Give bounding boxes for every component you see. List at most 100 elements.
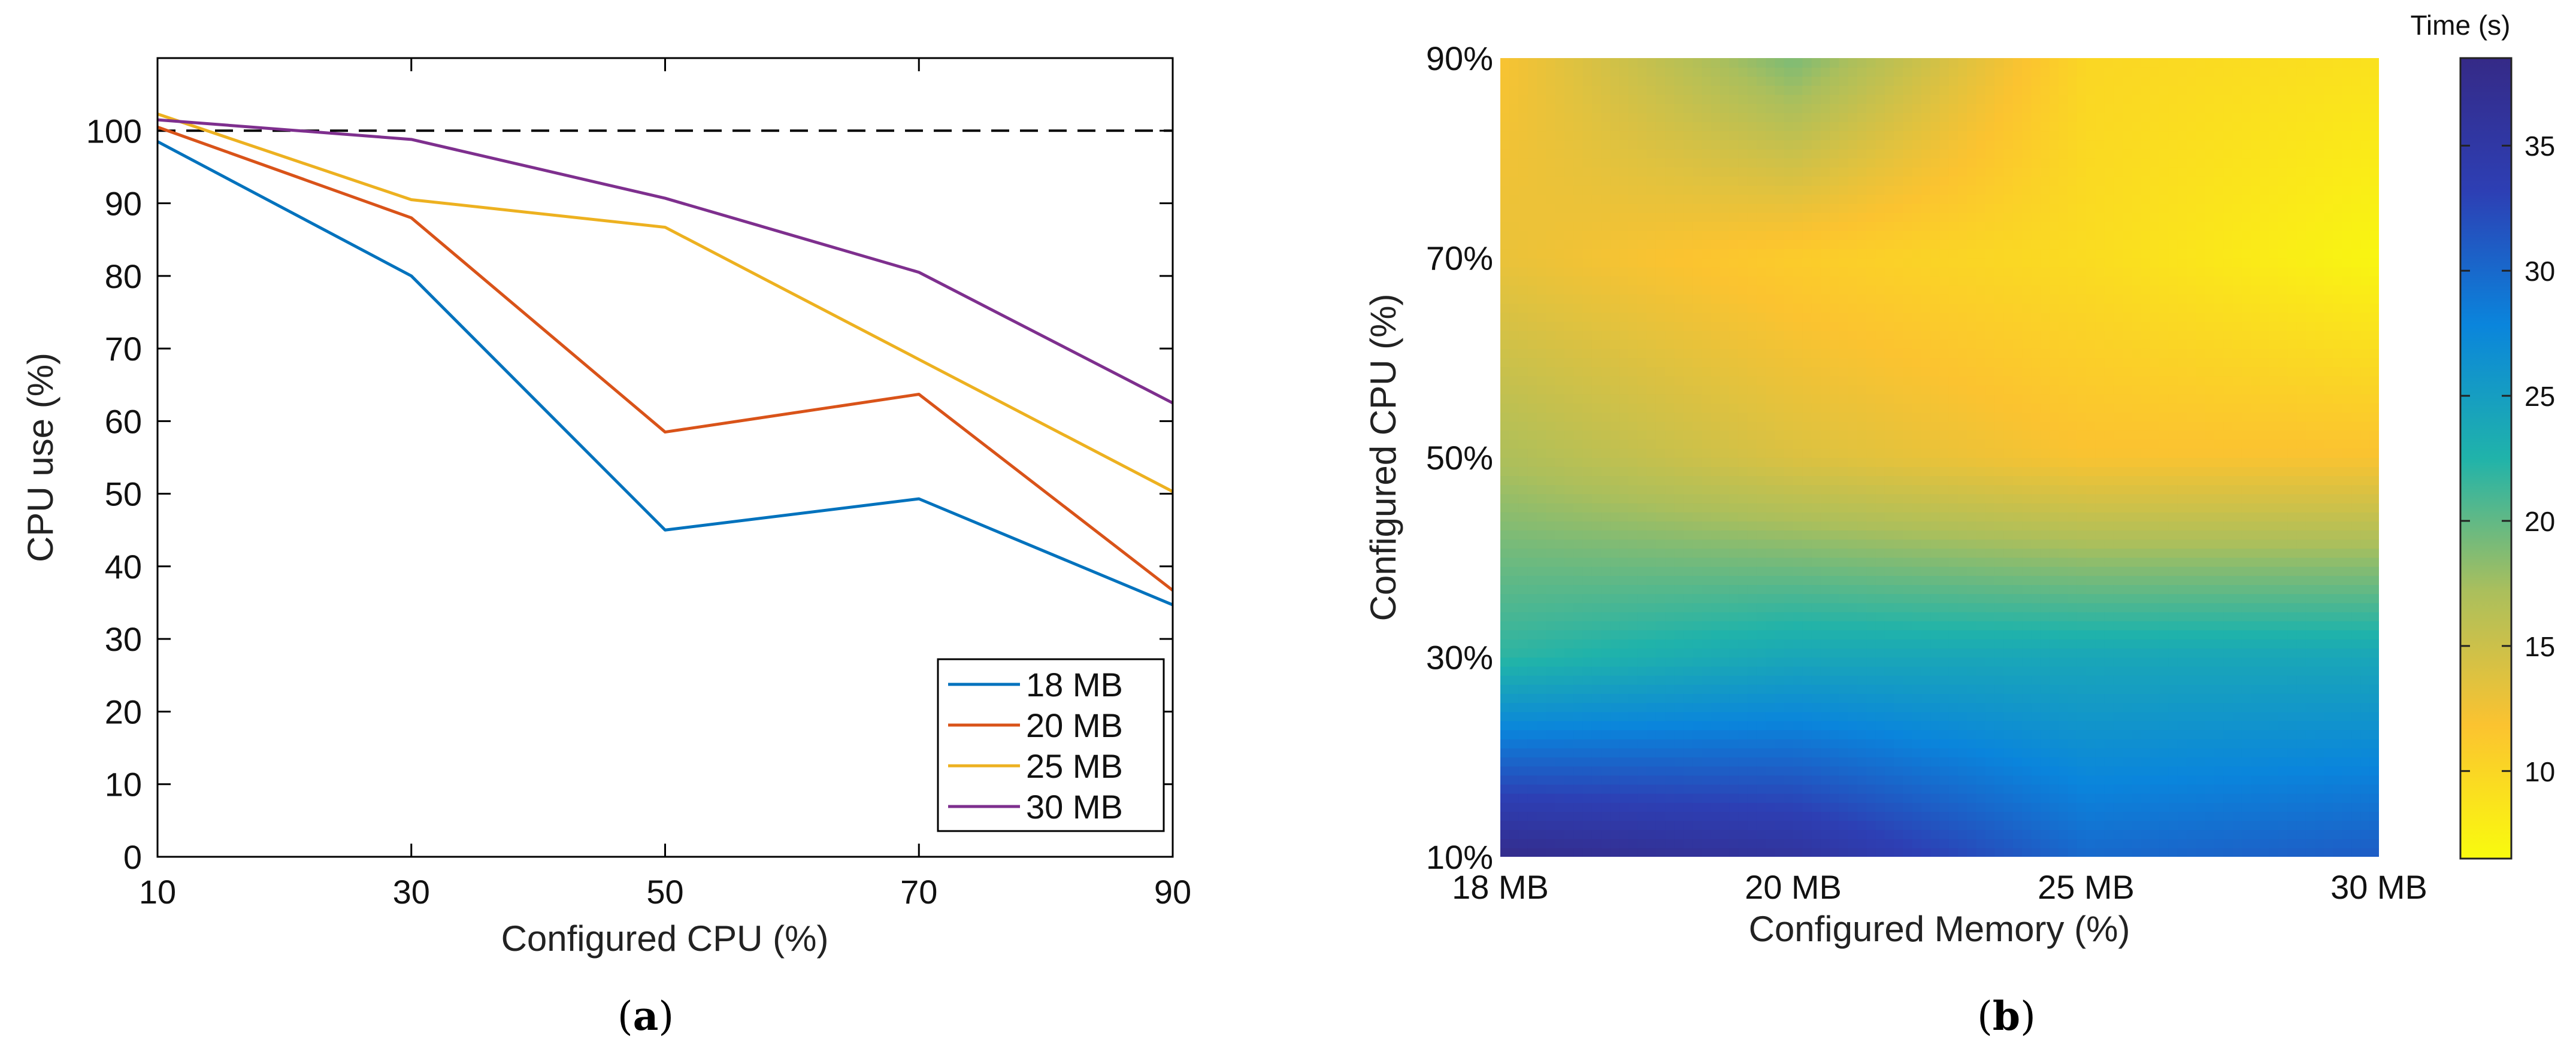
heatmap-cell [1628,738,1639,748]
heatmap-cell [1711,657,1721,667]
heatmap-cell [2315,493,2325,504]
heatmap-cell [2260,539,2270,549]
heatmap-cell [1894,602,1904,613]
heatmap-cell [1802,530,1812,540]
heatmap-cell [2159,820,2169,830]
heatmap-cell [1637,602,1648,613]
heatmap-cell [1720,412,1730,422]
heatmap-cell [1555,602,1565,613]
heatmap-cell [2141,502,2151,513]
heatmap-cell [2205,693,2215,704]
heatmap-cell [1811,748,1821,758]
heatmap-cell [1903,530,1913,540]
heatmap-cell [1555,766,1565,776]
heatmap-cell [2241,666,2251,676]
heatmap-cell [2205,575,2215,586]
heatmap-cell [1546,548,1556,558]
heatmap-cell [2351,484,2362,495]
heatmap-cell [1564,502,1575,513]
heatmap-cell [1555,748,1565,758]
heatmap-cell [1930,784,1941,794]
heatmap-cell [1591,412,1602,422]
heatmap-cell [1939,738,1950,748]
heatmap-cell [1692,775,1702,785]
heatmap-cell [1939,711,1950,721]
heatmap-cell [1518,511,1528,522]
heatmap-cell [2076,820,2087,830]
heatmap-cell [1912,448,1922,458]
heatmap-cell [1564,403,1575,413]
heatmap-cell [2296,439,2306,449]
heatmap-cell [1967,439,1977,449]
heatmap-cell [1820,575,1830,586]
heatmap-cell [1711,521,1721,531]
heatmap-cell [2086,802,2096,812]
heatmap-cell [2104,511,2114,522]
heatmap-cell [2360,493,2371,504]
heatmap-cell [2360,693,2371,704]
heatmap-cell [2324,693,2334,704]
heatmap-cell [2333,784,2343,794]
heatmap-cell [2315,720,2325,730]
heatmap-cell [1619,475,1629,486]
heatmap-cell [2059,593,2069,604]
heatmap-cell [1976,802,1986,812]
heatmap-cell [1820,457,1830,467]
heatmap-cell [2360,502,2371,513]
heatmap-cell [1646,784,1657,794]
heatmap-cell [2104,820,2114,830]
heatmap-cell [2278,775,2288,785]
heatmap-cell [2159,838,2169,848]
heatmap-cell [2086,648,2096,658]
heatmap-cell [1628,475,1639,486]
heatmap-cell [1948,630,1959,639]
heatmap-cell [1857,766,1867,776]
heatmap-cell [2269,829,2279,839]
heatmap-cell [2095,548,2105,558]
heatmap-cell [1711,648,1721,658]
heatmap-cell [1875,793,1885,803]
heatmap-cell [2150,593,2160,604]
heatmap-cell [1857,738,1867,748]
heatmap-cell [2351,775,2362,785]
heatmap-cell [1711,738,1721,748]
heatmap-cell [1921,738,1932,748]
heatmap-cell [1848,657,1858,667]
heatmap-cell [2196,611,2206,621]
heatmap-cell [2351,757,2362,767]
heatmap-cell [1537,675,1547,685]
heatmap-cell [2232,702,2242,713]
heatmap-cell [2214,684,2224,694]
heatmap-cell [2342,611,2352,621]
heatmap-cell [1857,820,1867,830]
heatmap-cell [1820,766,1830,776]
heatmap-cell [1518,521,1528,531]
heatmap-cell [2086,430,2096,440]
heatmap-cell [1884,421,1894,431]
heatmap-cell [1500,511,1511,522]
heatmap-cell [1976,657,1986,667]
heatmap-cell [1601,448,1611,458]
heatmap-cell [2003,757,2014,767]
heatmap-cell [1958,502,1968,513]
heatmap-cell [1564,448,1575,458]
heatmap-cell [2086,630,2096,639]
heatmap-cell [1665,457,1675,467]
heatmap-cell [2324,630,2334,639]
heatmap-cell [1555,729,1565,739]
heatmap-cell [2196,757,2206,767]
heatmap-cell [1967,793,1977,803]
heatmap-cell [1784,630,1794,639]
heatmap-cell [2278,666,2288,676]
heatmap-cell [1674,493,1684,504]
heatmap-cell [2214,466,2224,477]
heatmap-cell [1866,711,1876,721]
heatmap-cell [1573,666,1584,676]
heatmap-cell [2324,593,2334,604]
heatmap-cell [1894,748,1904,758]
heatmap-cell [2214,611,2224,621]
heatmap-cell [1500,521,1511,531]
heatmap-cell [1702,793,1712,803]
heatmap-cell [2095,748,2105,758]
heatmap-cell [1820,493,1830,504]
